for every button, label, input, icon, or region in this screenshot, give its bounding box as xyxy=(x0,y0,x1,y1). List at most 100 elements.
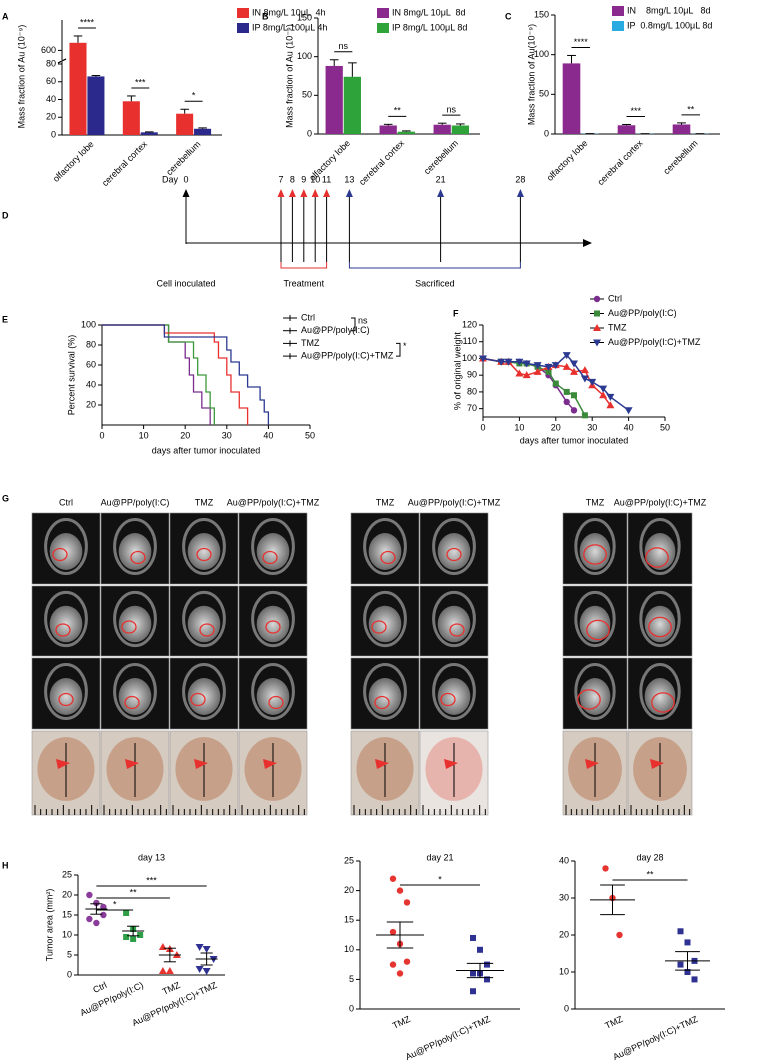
y-tick-label: 10 xyxy=(62,929,72,939)
legend-label: IP 8mg/L 100μL 4h xyxy=(252,22,327,32)
legend-label: Au@PP/poly(I:C)+TMZ xyxy=(608,337,701,347)
marker xyxy=(570,367,578,375)
mri-head xyxy=(44,518,88,575)
tumor-outline xyxy=(583,544,607,565)
significance-label: ** xyxy=(130,887,138,897)
marker xyxy=(677,961,684,968)
y-tick-label: 10 xyxy=(344,944,354,954)
marker xyxy=(570,360,578,368)
x-tick-label: Ctrl xyxy=(91,980,108,995)
weight-line xyxy=(482,357,586,416)
significance-label: *** xyxy=(146,875,157,885)
tumor-arrow xyxy=(444,759,458,769)
y-tick-label: 20 xyxy=(559,929,569,939)
x-tick-label: 10 xyxy=(139,430,149,440)
y-tick-label: 25 xyxy=(344,855,354,865)
legend-label: IN 8mg/L 10μL 8d xyxy=(627,5,711,15)
mri-brain xyxy=(579,678,611,715)
column-header: Au@PP/poly(I:C)+TMZ xyxy=(227,497,320,507)
marker xyxy=(93,919,100,927)
y-tick-label: 100 xyxy=(297,51,312,61)
x-tick-label: Au@PP/poly(I:C)+TMZ xyxy=(611,1014,699,1061)
legend-group-label: ns xyxy=(358,316,368,326)
x-tick-label: 10 xyxy=(514,422,524,432)
panel-label: D xyxy=(2,210,9,220)
marker xyxy=(684,969,691,975)
y-tick-label: 150 xyxy=(297,12,312,22)
marker xyxy=(389,875,397,882)
marker xyxy=(477,946,483,953)
column-header: Au@PP/poly(I:C) xyxy=(101,497,170,507)
timeline-label: Cell inoculated xyxy=(156,278,215,288)
tumor-arrow xyxy=(585,759,599,769)
timeline-arrowhead xyxy=(437,189,445,197)
mri-head xyxy=(251,590,295,648)
y-tick-label: 0 xyxy=(544,128,549,138)
y-tick-label: 25 xyxy=(62,869,72,879)
y-axis-label: Tumor area (mm²) xyxy=(44,889,54,962)
tumor-outline xyxy=(52,547,68,562)
legend-label: Au@PP/poly(I:C)+TMZ xyxy=(301,350,394,360)
y-tick-label: 110 xyxy=(463,336,477,346)
marker xyxy=(616,931,623,939)
column-header: Au@PP/poly(I:C)+TMZ xyxy=(408,497,501,507)
timeline-arrowhead xyxy=(182,189,190,197)
y-tick-label: 100 xyxy=(81,319,96,329)
tumor-arrow xyxy=(650,759,664,769)
column-header: TMZ xyxy=(376,497,395,507)
tumor-outline xyxy=(58,692,74,707)
tumor-outline xyxy=(268,695,284,710)
x-tick-label: cerebellum xyxy=(661,138,699,176)
tumor-outline xyxy=(121,620,137,634)
marker xyxy=(684,939,691,946)
marker xyxy=(533,367,542,375)
bar xyxy=(343,76,361,134)
significance-label: ns xyxy=(447,105,457,115)
column-header: TMZ xyxy=(586,497,605,507)
mri-head xyxy=(113,663,157,720)
timeline-day: 28 xyxy=(515,174,525,184)
legend-swatch xyxy=(377,8,389,18)
legend-label: IN 8mg/L 10μL 4h xyxy=(252,7,326,17)
x-tick-label: 40 xyxy=(624,422,634,432)
mri-head xyxy=(639,663,681,720)
x-tick-label: olfactory lobe xyxy=(545,138,590,183)
y-tick-label: 150 xyxy=(534,9,549,19)
marker xyxy=(100,911,107,919)
x-tick-label: 20 xyxy=(551,422,561,432)
mri-head xyxy=(251,518,295,575)
x-tick-label: cerebellum xyxy=(164,139,202,177)
mri-brain xyxy=(437,533,471,570)
marker xyxy=(86,915,93,923)
marker xyxy=(602,865,609,872)
y-tick-label: 0 xyxy=(349,1003,354,1013)
marker xyxy=(563,398,570,406)
tumor-outline xyxy=(645,547,669,568)
timeline-label: Treatment xyxy=(283,278,324,288)
marker xyxy=(606,401,615,409)
marker xyxy=(580,375,589,383)
y-axis-label: Mass fraction of Au(10⁻⁹) xyxy=(526,24,536,125)
tumor-arrow xyxy=(125,759,139,769)
y-axis-label: Percent survival (%) xyxy=(66,335,76,416)
x-tick-label: TMZ xyxy=(603,1014,624,1031)
marker xyxy=(515,369,524,377)
tumor-outline xyxy=(446,547,462,562)
y-tick-label: 0 xyxy=(307,128,312,138)
tumor-outline xyxy=(371,620,387,634)
bar xyxy=(397,131,415,134)
axis-break xyxy=(57,58,67,64)
marker xyxy=(396,887,404,894)
column-header: Au@PP/poly(I:C)+TMZ xyxy=(614,497,707,507)
marker xyxy=(158,967,167,974)
y-tick-label: 600 xyxy=(41,45,56,55)
x-axis-label: days after tumor inoculated xyxy=(152,445,261,455)
x-tick-label: 20 xyxy=(180,430,190,440)
y-tick-label: 10 xyxy=(559,966,569,976)
y-tick-label: 5 xyxy=(67,949,72,959)
chart-title: day 28 xyxy=(636,852,663,862)
marker xyxy=(599,391,608,399)
x-tick-label: 0 xyxy=(99,430,104,440)
panel-label: E xyxy=(2,314,8,324)
significance-label: * xyxy=(438,874,442,884)
